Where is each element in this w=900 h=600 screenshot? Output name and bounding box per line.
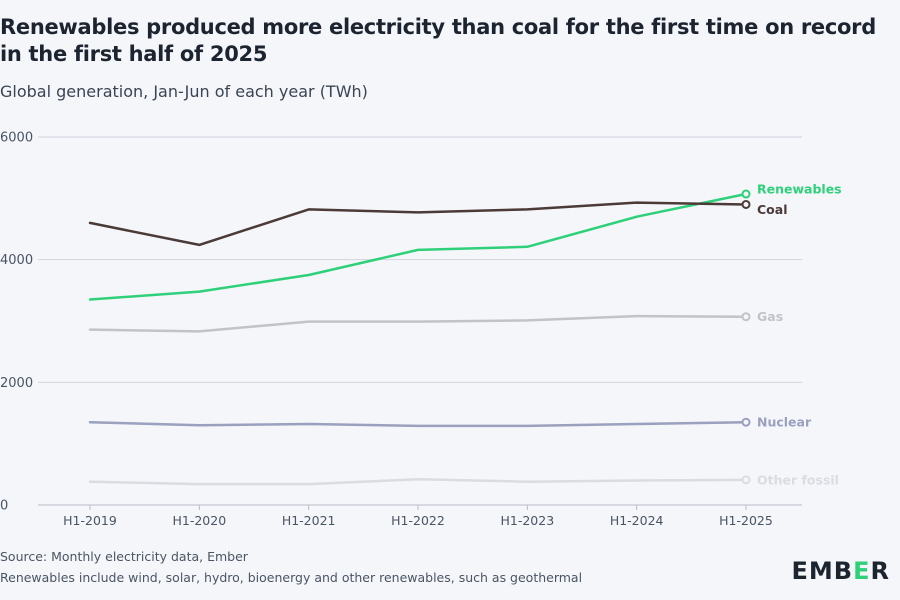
y-tick-label-4000: 4000 (0, 253, 33, 268)
source-note: Source: Monthly electricity data, Ember (0, 549, 248, 564)
x-tick-label-h1-2025: H1-2025 (719, 513, 773, 528)
x-axis-ticks: H1-2019 H1-2020 H1-2021 H1-2022 H1-2023 H1-20… (63, 505, 773, 528)
series-end-marker-gas (741, 312, 751, 322)
series-end-marker-nuclear (741, 417, 751, 427)
series-line-coal (88, 201, 748, 247)
series-line-gas (88, 314, 748, 333)
series-line-nuclear (88, 420, 748, 428)
series-labels: Other fossil Nuclear Gas Renewables Coal (757, 182, 842, 488)
y-tick-label-2000: 2000 (0, 376, 33, 391)
logo-text-suffix: R (870, 557, 890, 585)
series-label-coal: Coal (757, 202, 787, 217)
x-tick-label-h1-2021: H1-2021 (282, 513, 336, 528)
series-label-other-fossil: Other fossil (757, 472, 839, 487)
series-end-marker-coal (741, 199, 751, 209)
series-line-renewables (88, 192, 748, 301)
footnote: Renewables include wind, solar, hydro, b… (0, 570, 583, 585)
y-tick-label-6000: 6000 (0, 131, 33, 146)
y-tick-label-0: 0 (0, 499, 8, 514)
x-tick-label-h1-2020: H1-2020 (172, 513, 226, 528)
series-lines (88, 189, 751, 486)
chart-title: Renewables produced more electricity tha… (0, 15, 876, 66)
series-end-marker-other-fossil (741, 475, 751, 485)
y-axis-ticks: 0 2000 4000 6000 (0, 131, 33, 514)
x-tick-label-h1-2024: H1-2024 (610, 513, 664, 528)
series-label-renewables: Renewables (757, 182, 842, 197)
logo-text-prefix: EMB (791, 557, 854, 585)
gridlines (38, 136, 802, 506)
x-tick-label-h1-2022: H1-2022 (391, 513, 445, 528)
x-tick-label-h1-2023: H1-2023 (500, 513, 554, 528)
chart-subtitle: Global generation, Jan-Jun of each year … (0, 82, 368, 101)
series-label-gas: Gas (757, 309, 783, 324)
series-label-nuclear: Nuclear (757, 415, 812, 430)
logo-text-accent: E (853, 557, 871, 585)
series-end-marker-renewables (741, 189, 751, 199)
ember-logo: EMBER (792, 557, 890, 585)
x-tick-label-h1-2019: H1-2019 (63, 513, 117, 528)
series-line-other-fossil (88, 477, 748, 486)
